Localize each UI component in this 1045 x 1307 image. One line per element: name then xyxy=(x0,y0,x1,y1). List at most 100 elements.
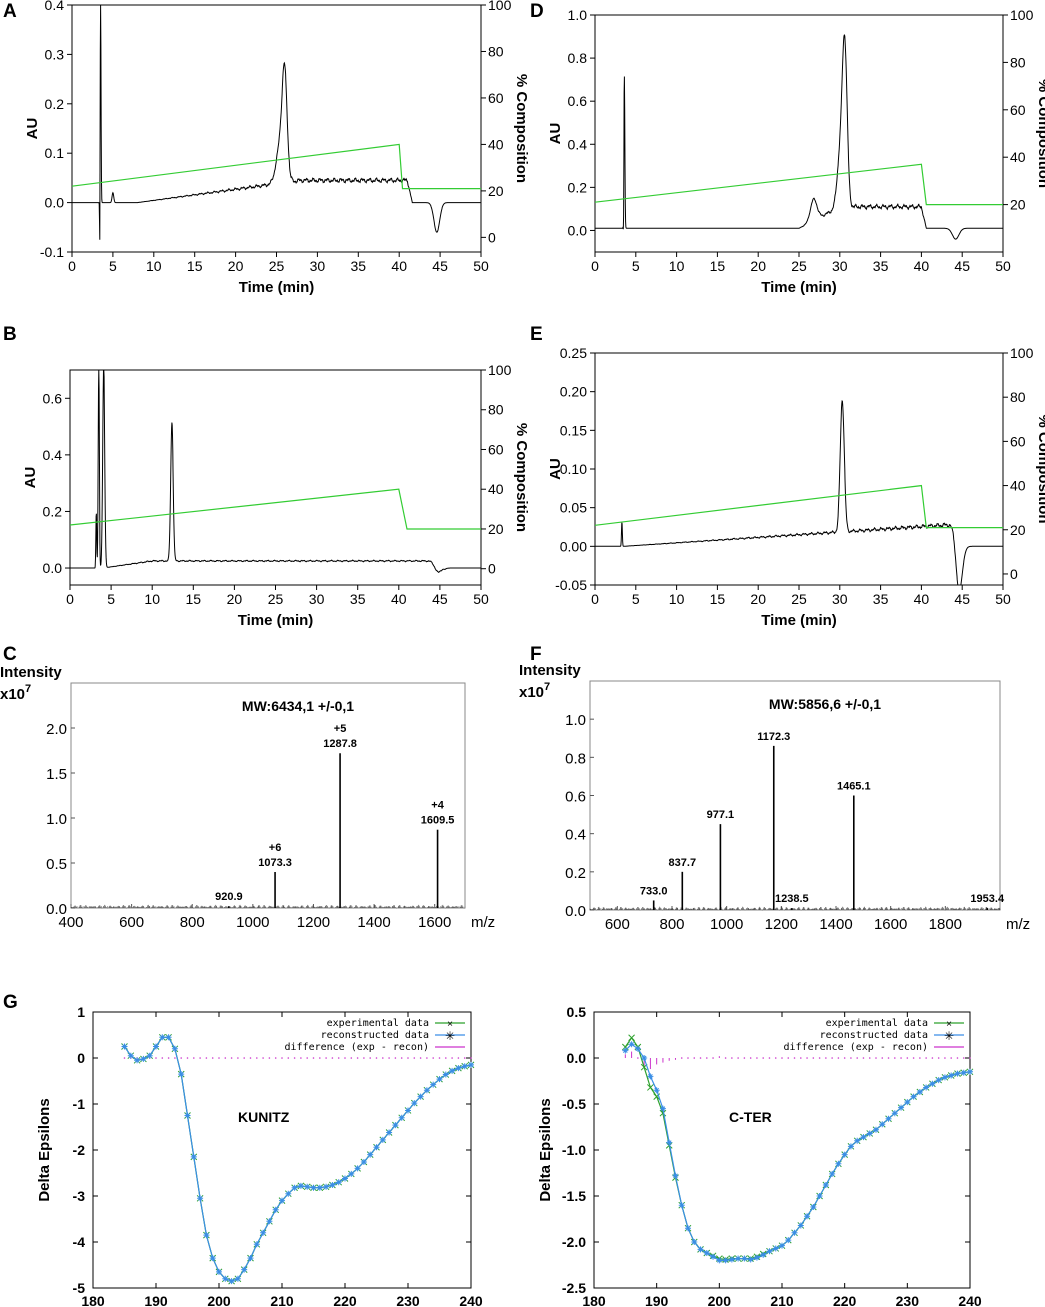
reconstructed-point-g2 xyxy=(628,1041,635,1048)
y-axis-title-c: Intensity xyxy=(0,664,62,681)
difference-point-g2 xyxy=(774,1057,777,1059)
reconstructed-point-g2 xyxy=(685,1225,691,1232)
absorbance-trace-a xyxy=(72,4,481,240)
y2-tick-label-d: 40 xyxy=(1010,149,1026,165)
difference-point-g xyxy=(161,1057,164,1059)
x-tick-label-d: 40 xyxy=(914,258,930,274)
x-tick-label-b: 10 xyxy=(144,591,160,607)
y-tick-label-a: 0.2 xyxy=(45,96,65,112)
reconstructed-point-g2 xyxy=(741,1255,748,1262)
reconstructed-point-g xyxy=(468,1061,474,1068)
y-tick-label-b: 0.6 xyxy=(43,390,63,406)
difference-point-g xyxy=(369,1057,372,1059)
x-tick-label-b: 0 xyxy=(66,591,74,607)
difference-point-g xyxy=(218,1057,220,1059)
reconstructed-point-g2 xyxy=(935,1077,942,1084)
reconstructed-point-g2 xyxy=(659,1105,666,1112)
y-tick-label-g2: -0.5 xyxy=(562,1096,586,1112)
y-tick-label-e: 0.25 xyxy=(560,345,587,361)
peak-charge-label-c: +5 xyxy=(334,723,347,735)
y-tick-label-e: 0.15 xyxy=(560,422,587,438)
x-tick-label-b: 50 xyxy=(473,591,489,607)
reconstructed-point-g xyxy=(304,1183,311,1190)
peak-charge-label-c: +6 xyxy=(269,842,282,854)
reconstructed-point-g xyxy=(266,1218,273,1225)
reconstructed-point-g2 xyxy=(653,1087,660,1094)
reconstructed-point-g xyxy=(279,1197,285,1204)
difference-point-g2 xyxy=(850,1057,852,1059)
x-tick-label-e: 30 xyxy=(832,591,848,607)
chromatogram-e: 0 5 10 15 20 25 30 35 40 45 50 -0.05 0.00 0.05 0.10 0.1… xyxy=(547,345,1045,629)
difference-point-g2 xyxy=(637,1057,639,1059)
y-axis-unit-exponent-f: 7 xyxy=(544,681,550,693)
reconstructed-point-g2 xyxy=(916,1089,923,1096)
y-tick-label-b: 0.0 xyxy=(43,560,63,576)
difference-point-g xyxy=(407,1057,409,1059)
x-tick-label-b: 40 xyxy=(391,591,407,607)
y2-tick-label-e: 20 xyxy=(1010,522,1026,538)
difference-point-g2 xyxy=(906,1057,909,1059)
difference-point-g2 xyxy=(962,1057,965,1059)
peak-mz-label-f: 1238.5 xyxy=(775,893,809,905)
difference-point-g2 xyxy=(925,1057,927,1059)
composition-gradient-e xyxy=(594,484,1003,529)
x-tick-label-b: 15 xyxy=(186,591,202,607)
x-tick-label-b: 35 xyxy=(350,591,366,607)
experimental-line-g2 xyxy=(624,1036,971,1261)
x-tick-label-c: 1000 xyxy=(236,914,269,931)
x-tick-label-a: 45 xyxy=(432,258,448,274)
x-tick-label-b: 20 xyxy=(227,591,243,607)
y2-tick-label-e: 0 xyxy=(1010,566,1018,582)
x-tick-label-g: 210 xyxy=(270,1293,294,1307)
difference-point-g xyxy=(193,1057,195,1059)
y-tick-label-d: 0.4 xyxy=(568,136,588,152)
reconstructed-point-g xyxy=(272,1206,279,1213)
difference-point-g2 xyxy=(737,1057,739,1059)
difference-point-g2 xyxy=(843,1057,846,1059)
y2-tick-label-d: 20 xyxy=(1010,197,1026,213)
reconstructed-point-g xyxy=(442,1071,449,1078)
experimental-point-g2 xyxy=(659,1109,667,1117)
x-tick-label-g2: 180 xyxy=(582,1293,606,1307)
x-tick-label-g2: 220 xyxy=(833,1293,857,1307)
difference-point-g xyxy=(230,1057,233,1059)
x-tick-label-g: 190 xyxy=(144,1293,168,1307)
legend-label-g2: difference (exp - recon) xyxy=(784,1042,929,1053)
difference-point-g2 xyxy=(743,1057,746,1059)
reconstructed-point-g2 xyxy=(810,1204,817,1211)
reconstructed-point-g2 xyxy=(622,1047,629,1054)
y2-tick-label-e: 60 xyxy=(1010,433,1026,449)
x-tick-label-g2: 190 xyxy=(645,1293,669,1307)
difference-point-g2 xyxy=(768,1057,771,1059)
y-tick-label-g2: -2.5 xyxy=(562,1280,586,1296)
y-axis-title-f: Intensity xyxy=(519,662,581,679)
chromatogram-b: 0 5 10 15 20 25 30 35 40 45 50 0.0 0.2 0.4 0.6 0 20 40 60 8… xyxy=(22,362,530,629)
x-tick-label-d: 20 xyxy=(750,258,766,274)
mass-spectrum-c: 400 600 800 1000 1200 1400 1600 m/z 0.0 0.5 1.0 1.5… xyxy=(0,664,495,931)
x-tick-label-d: 5 xyxy=(632,258,640,274)
reconstructed-point-g2 xyxy=(779,1242,785,1249)
difference-point-g xyxy=(243,1057,245,1059)
x-tick-label-g: 180 xyxy=(81,1293,105,1307)
reconstructed-point-g2 xyxy=(866,1130,873,1137)
x-axis-title-e: Time (min) xyxy=(761,612,837,629)
difference-point-g xyxy=(413,1057,416,1059)
reconstructed-point-g xyxy=(335,1179,342,1186)
legend-marker-star-icon: ✳ xyxy=(445,1029,455,1043)
y-tick-label-d: 0.2 xyxy=(568,179,588,195)
x-tick-label-d: 15 xyxy=(710,258,726,274)
difference-point-g xyxy=(155,1057,157,1059)
x-tick-label-f: 1200 xyxy=(765,916,798,933)
difference-point-g xyxy=(300,1057,302,1059)
x-unit-f: m/z xyxy=(1006,916,1030,933)
difference-point-g xyxy=(255,1057,258,1059)
difference-point-g xyxy=(344,1057,346,1059)
legend-label-g2: reconstructed data xyxy=(820,1030,928,1041)
reconstructed-point-g xyxy=(146,1052,153,1059)
difference-point-g2 xyxy=(875,1057,877,1059)
difference-point-g xyxy=(312,1057,315,1059)
y-axis-unit-base-c: x10 xyxy=(0,686,25,703)
x-tick-label-g2: 210 xyxy=(770,1293,794,1307)
